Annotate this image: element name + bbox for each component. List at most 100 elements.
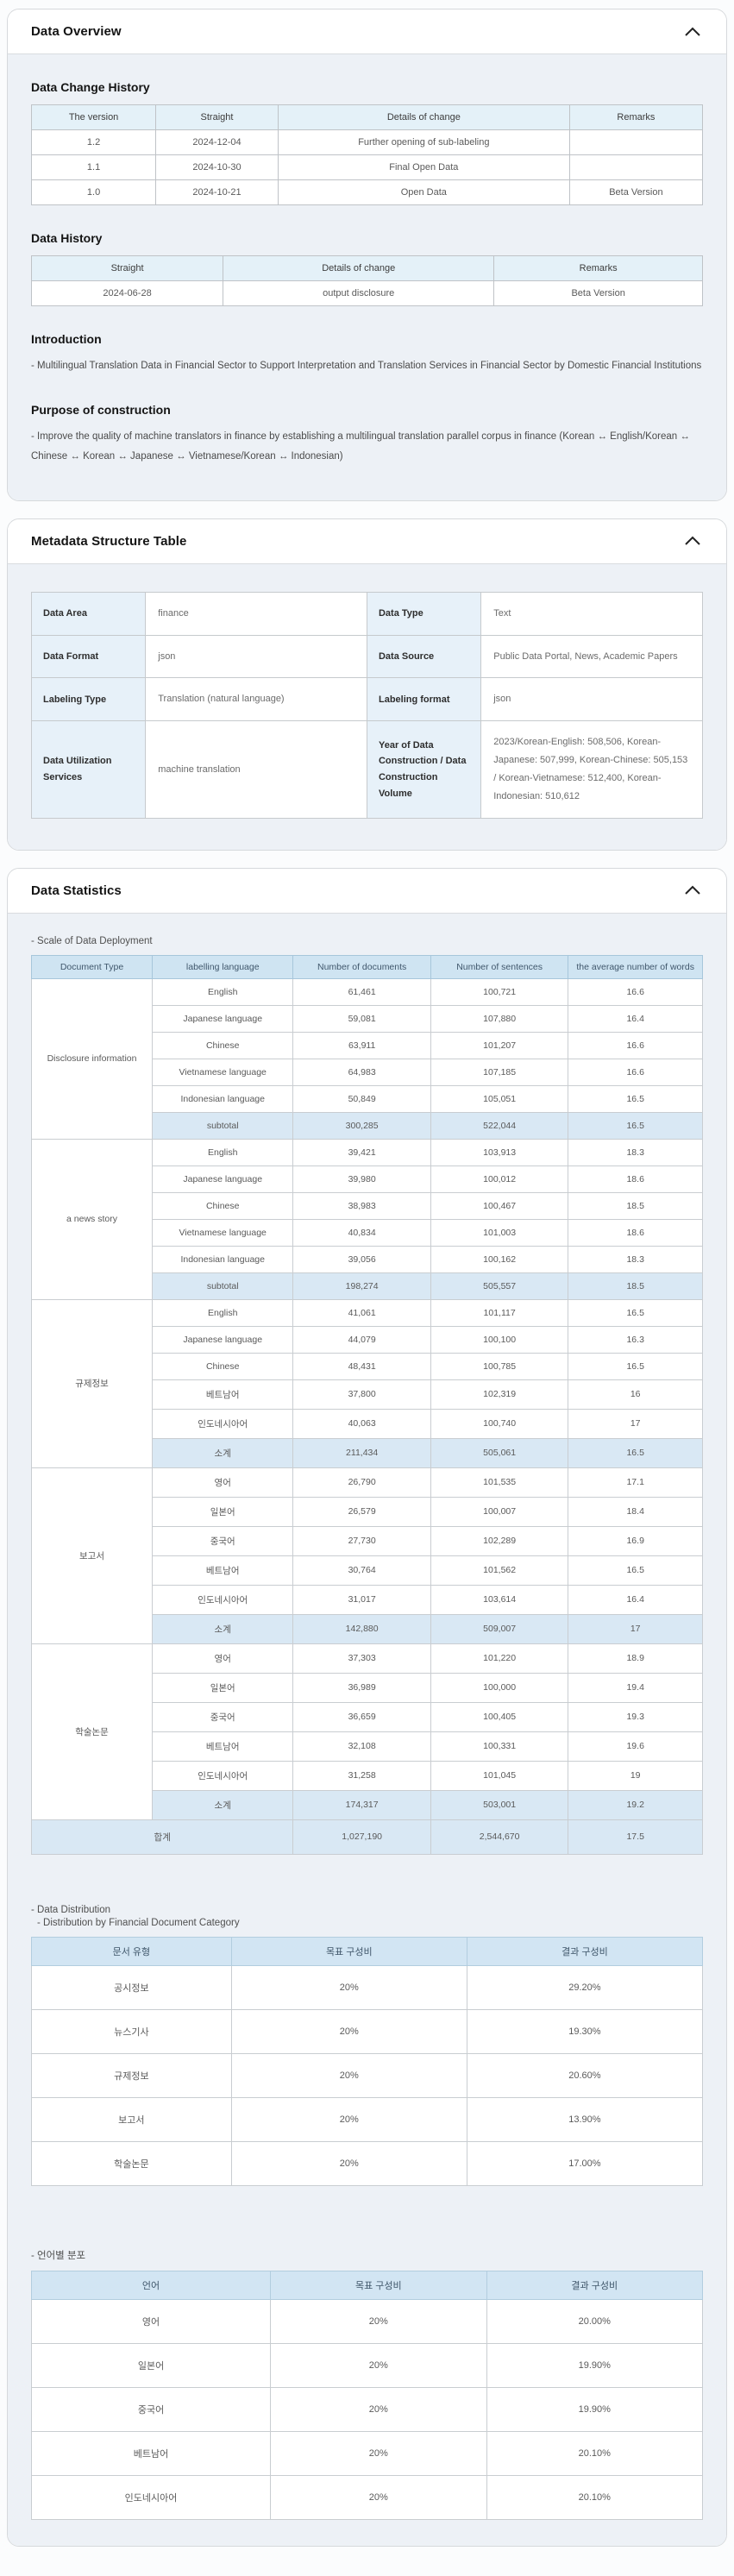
table-row: 중국어 36,659 100,405 19.3 [32, 1701, 703, 1732]
metadata-table: Data Area finance Data Type Text Data Format… [30, 591, 703, 819]
table-row: 영어 20% 20.00% [30, 2298, 704, 2344]
table-cell: 16.5 [568, 1352, 703, 1380]
table-cell: English [152, 977, 294, 1006]
table-row: a news story English 39,421 103,913 18.3 [30, 1138, 703, 1300]
table-cell: 20% [270, 2386, 487, 2432]
table-cell: 일본어 [152, 1672, 294, 1703]
subtotal-cell: subtotal [152, 1272, 294, 1300]
total-cell: 17.5 [568, 1819, 703, 1855]
table-cell: Vietnamese language [152, 1218, 294, 1247]
table-cell: 1.2 [30, 129, 157, 155]
metadata-row: Data Format json Data Source Public Data Po… [30, 634, 703, 679]
table-cell: 뉴스기사 [31, 2008, 232, 2054]
collapse-chevron-icon[interactable] [682, 883, 703, 897]
table-header-row: Straight Details of change Remarks [30, 255, 703, 281]
table-cell: 31,258 [292, 1760, 431, 1791]
table-cell: English [152, 1298, 294, 1327]
table-cell [568, 154, 704, 180]
table-row: Disclosure information English 61,461 100,7… [30, 977, 703, 1140]
table-row: 1.2 2024-12-04 Further opening of sub-labe… [30, 129, 704, 155]
table-cell: 베트남어 [30, 2430, 272, 2476]
table-header-row: Document Type labelling language Number of… [30, 954, 703, 979]
table-cell: Chinese [152, 1352, 294, 1380]
table-header-cell: 언어 [30, 2270, 272, 2300]
table-row: Vietnamese language 64,983 107,185 16.6 [32, 1058, 703, 1086]
table-cell: 16 [568, 1379, 703, 1410]
table-cell: 20% [230, 2052, 467, 2098]
language-distribution-table: 언어 목표 구성비 결과 구성비 영어 20% 20.00% 일본어 20% 19.90% 중국어… [30, 2270, 704, 2520]
table-cell: 50,849 [292, 1084, 431, 1113]
table-row: 중국어 27,730 102,289 16.9 [32, 1525, 703, 1556]
collapse-chevron-icon[interactable] [682, 534, 703, 548]
table-cell: 101,562 [430, 1555, 569, 1586]
table-cell: 19.90% [486, 2386, 704, 2432]
metadata-header[interactable]: Metadata Structure Table [8, 518, 726, 563]
table-row: 인도네시아어 31,258 101,045 19 [32, 1760, 703, 1791]
table-cell: Vietnamese language [152, 1058, 294, 1086]
section-title: Data Statistics [31, 883, 122, 898]
table-cell: 인도네시아어 [30, 2474, 272, 2520]
metadata-label: Year of Data Construction / Data Constru… [366, 720, 482, 819]
data-overview-header[interactable]: Data Overview [8, 9, 726, 53]
table-cell: 1.0 [30, 179, 157, 205]
metadata-label: Labeling Type [30, 677, 147, 722]
scale-caption: - Scale of Data Deployment [31, 935, 153, 946]
table-row: Chinese 63,911 101,207 16.6 [32, 1031, 703, 1059]
table-row: 뉴스기사 20% 19.30% [31, 2008, 704, 2054]
subtotal-row: 소계 174,317 503,001 19.2 [32, 1789, 703, 1820]
subtotal-row: subtotal 300,285 522,044 16.5 [32, 1111, 703, 1140]
table-cell: 102,289 [430, 1525, 569, 1556]
table-header-cell: labelling language [152, 954, 294, 979]
table-cell: 16.6 [568, 1058, 703, 1086]
table-cell: 20% [270, 2298, 487, 2344]
subtotal-cell: 소계 [152, 1789, 294, 1820]
subtotal-cell: 소계 [152, 1437, 294, 1468]
table-header-cell: Document Type [30, 954, 154, 979]
table-row: Japanese language 44,079 100,100 16.3 [32, 1325, 703, 1354]
table-cell: 36,659 [292, 1701, 431, 1732]
table-cell: 100,785 [430, 1352, 569, 1380]
table-cell: 20.60% [466, 2052, 704, 2098]
table-cell: 13.90% [466, 2096, 704, 2142]
table-cell: 16.9 [568, 1525, 703, 1556]
table-row: Chinese 38,983 100,467 18.5 [32, 1191, 703, 1220]
metadata-value: 2023/Korean-English: 508,506, Korean-Jap… [480, 720, 703, 819]
table-cell: 26,579 [292, 1496, 431, 1527]
table-cell: 44,079 [292, 1325, 431, 1354]
collapse-chevron-icon[interactable] [682, 25, 703, 39]
total-cell: 2,544,670 [430, 1819, 569, 1855]
table-cell: 일본어 [30, 2342, 272, 2388]
data-statistics-header[interactable]: Data Statistics [8, 868, 726, 913]
table-row: 2024-06-28 output disclosure Beta Version [30, 280, 703, 306]
table-row: 베트남어 30,764 101,562 16.5 [32, 1555, 703, 1586]
table-cell [568, 129, 704, 155]
change-history-table: The version Straight Details of change Rema… [30, 104, 704, 205]
subtotal-cell: 522,044 [430, 1111, 569, 1140]
metadata-value: machine translation [145, 720, 367, 819]
table-cell: 16.3 [568, 1325, 703, 1354]
table-cell: 63,911 [292, 1031, 431, 1059]
table-cell: Japanese language [152, 1325, 294, 1354]
data-overview-section: Data Overview Data Change History The ve… [7, 9, 727, 501]
table-header-cell: the average number of words [568, 954, 703, 979]
total-label-cell: 합계 [30, 1819, 294, 1855]
table-cell: 39,980 [292, 1165, 431, 1193]
table-cell: 베트남어 [152, 1555, 294, 1586]
data-overview-body: Data Change History The version Straight D… [8, 53, 726, 500]
table-cell: 100,100 [430, 1325, 569, 1354]
subtotal-cell: 18.5 [568, 1272, 703, 1300]
purpose-heading: Purpose of construction [31, 402, 171, 417]
table-cell: 31,017 [292, 1584, 431, 1615]
table-cell: 100,007 [430, 1496, 569, 1527]
table-row: 공시정보 20% 29.20% [31, 1964, 704, 2010]
table-cell: 40,063 [292, 1408, 431, 1439]
table-row: 일본어 20% 19.90% [30, 2342, 704, 2388]
table-row: 학술논문 영어 37,303 101,220 18.9 [30, 1643, 703, 1820]
subtotal-cell: 소계 [152, 1613, 294, 1644]
section-title: Data Overview [31, 24, 122, 39]
subtotal-cell: 16.5 [568, 1111, 703, 1140]
table-cell: 17.1 [568, 1467, 703, 1498]
table-cell: 30,764 [292, 1555, 431, 1586]
table-cell: 20.10% [486, 2430, 704, 2476]
